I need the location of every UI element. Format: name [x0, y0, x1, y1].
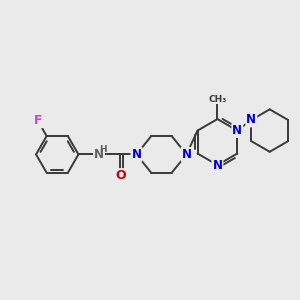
Text: F: F	[34, 114, 42, 127]
Text: N: N	[212, 158, 222, 172]
Text: N: N	[232, 124, 242, 137]
Text: N: N	[94, 148, 104, 161]
Text: CH₃: CH₃	[208, 94, 226, 103]
Text: O: O	[115, 169, 126, 182]
Text: N: N	[246, 113, 256, 127]
Text: H: H	[99, 145, 106, 154]
Text: N: N	[182, 148, 191, 161]
Text: N: N	[131, 148, 142, 161]
